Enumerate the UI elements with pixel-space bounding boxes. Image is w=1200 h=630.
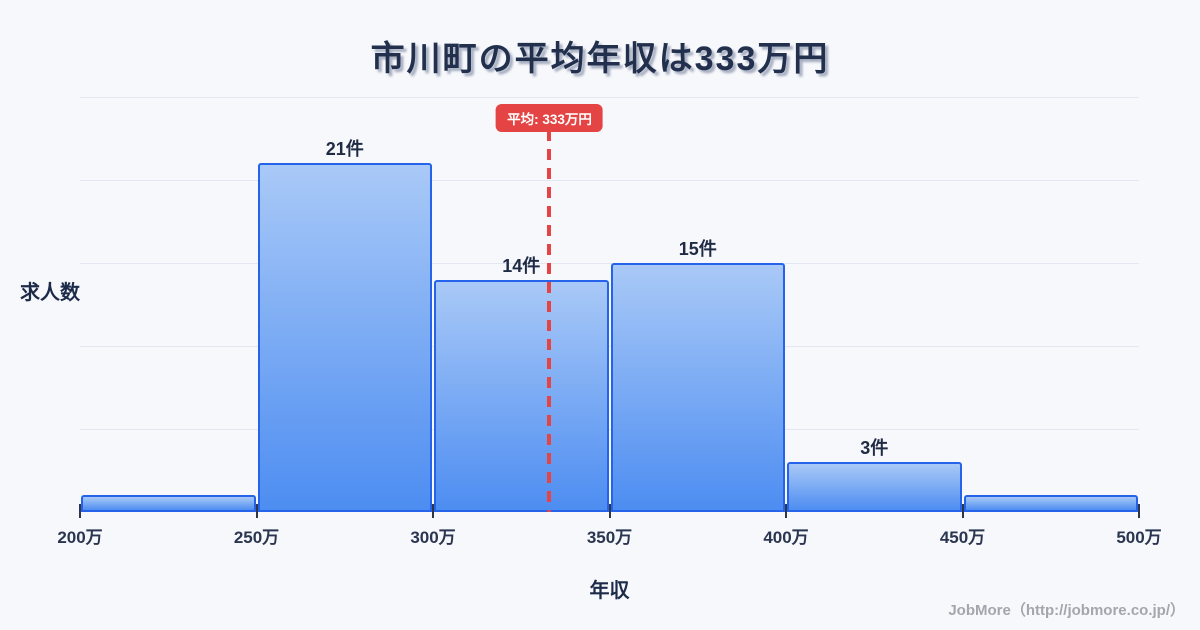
bar-count-label: 21件 [325,139,364,160]
plot-area: 21件 14件 15件 3件 200万 250万 300万 350万 400万 450万 500万 [57,93,1162,547]
x-axis-tick-label: 300万 [410,528,456,547]
x-axis-tick-label: 400万 [763,528,809,547]
histogram-bar [963,495,1138,512]
bar-count-label: 3件 [860,438,889,459]
gridline [80,263,1139,264]
attribution: JobMore（http://jobmore.co.jp/） [948,602,1185,619]
average-line [547,130,552,512]
x-axis-tick [608,504,611,518]
x-axis-tick-label: 350万 [586,528,633,547]
gridline [80,429,1139,430]
histogram-bar [434,279,609,512]
bar-count-label: 14件 [502,255,541,276]
x-axis-tick-label: 200万 [57,528,103,547]
x-axis-tick-label: 450万 [939,528,986,547]
x-axis-tick [785,504,787,518]
average-badge: 平均: 333万円 [496,104,603,132]
histogram-bar [787,462,962,512]
x-axis-title: 年収 [589,580,630,602]
x-axis-tick [79,504,81,518]
gridline [80,346,1139,347]
x-axis-tick-label: 250万 [233,528,280,547]
y-axis-title: 求人数 [20,282,80,304]
x-axis-tick [1138,504,1140,518]
gridline [80,180,1139,181]
histogram-bar [610,263,785,512]
x-axis-tick [432,504,434,518]
histogram-bar [257,163,432,512]
x-axis-tick [961,504,964,518]
chart-title: 市川町の平均年収は333万円 [370,40,830,78]
x-axis-tick [255,504,258,518]
bar-count-label: 15件 [678,239,717,259]
gridline [80,97,1139,98]
x-axis-tick-label: 500万 [1116,528,1162,547]
histogram-bar [81,495,256,512]
